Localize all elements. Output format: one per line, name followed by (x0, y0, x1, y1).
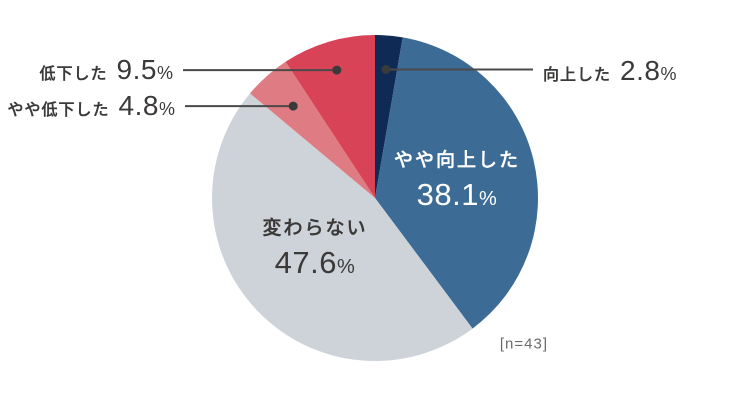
percent-sign: % (479, 188, 498, 210)
leader-dot (288, 101, 298, 111)
pie-slice-2 (212, 93, 473, 361)
percent-sign: % (337, 256, 356, 278)
leader-dot (332, 65, 342, 75)
pie-slice-1 (375, 37, 538, 329)
slice-value: 2.8 (620, 55, 661, 86)
percent-sign: % (156, 63, 173, 83)
slice-value: 38.1 (416, 177, 480, 212)
slice-name: やや向上した (393, 150, 521, 171)
callout-label-decline: 低下した 9.5 % (40, 54, 173, 86)
slice-name: 低下した (39, 66, 108, 83)
callout-label-slight-decline: やや低下した 4.8 % (8, 90, 175, 122)
pie-slice-0 (375, 35, 403, 198)
slice-label-no-change: 変わらない 47.6% (262, 213, 367, 281)
callout-label-improve: 向上した 2.8 % (543, 55, 676, 87)
leader-dot (381, 65, 391, 74)
pie-slice-3 (249, 61, 375, 199)
slice-value: 4.8 (118, 90, 159, 121)
percent-sign: % (660, 64, 677, 84)
slice-name: 向上した (543, 67, 612, 84)
slice-value-line: 38.1% (394, 177, 520, 213)
sample-size-label: [n=43] (499, 335, 548, 353)
slice-value: 9.5 (116, 54, 157, 85)
percent-sign: % (158, 99, 175, 119)
slice-value-line: 47.6% (262, 245, 367, 281)
slice-label-slight-improve: やや向上した 38.1% (394, 145, 520, 213)
slice-name: やや低下した (7, 102, 110, 119)
pie-slice-4 (285, 34, 375, 198)
slice-name: 変わらない (262, 218, 368, 239)
slice-value: 47.6 (274, 245, 338, 280)
